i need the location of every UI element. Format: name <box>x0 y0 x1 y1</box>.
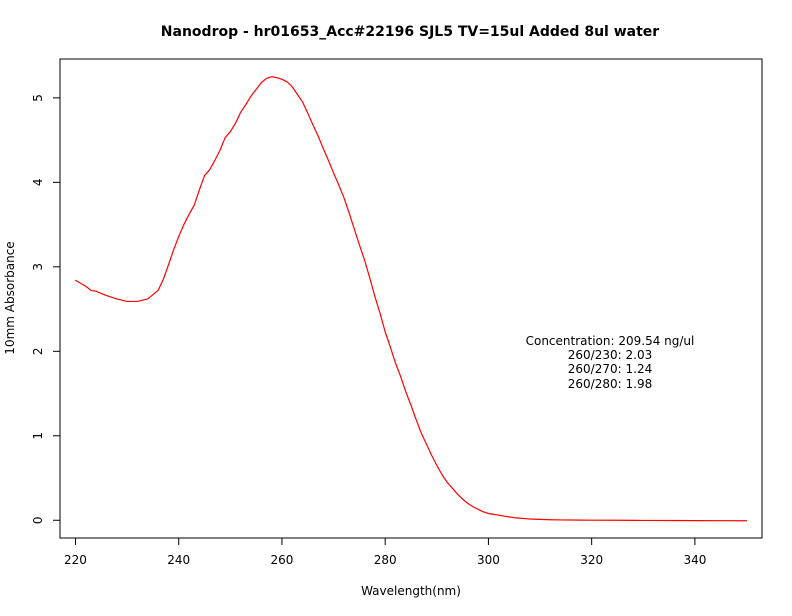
y-axis-label: 10mm Absorbance <box>3 241 17 354</box>
x-tick-label-280: 280 <box>374 553 397 567</box>
annotation-concentration: Concentration: 209.54 ng/ul <box>526 334 695 348</box>
annotation-260-270: 260/270: 1.24 <box>568 362 652 376</box>
series-line-0 <box>74 76 748 522</box>
y-tick-label-0: 0 <box>31 516 45 524</box>
chart-title: Nanodrop - hr01653_Acc#22196 SJL5 TV=15u… <box>161 24 659 40</box>
plot-frame <box>59 58 763 539</box>
annotation-260-280: 260/280: 1.98 <box>568 377 652 391</box>
x-tick-label-220: 220 <box>64 553 87 567</box>
x-tick-label-260: 260 <box>271 553 294 567</box>
x-tick-label-240: 240 <box>167 553 190 567</box>
y-tick-label-2: 2 <box>31 347 45 355</box>
y-tick-label-5: 5 <box>31 94 45 102</box>
y-tick-label-3: 3 <box>31 263 45 271</box>
annotation-block: Concentration: 209.54 ng/ul 260/230: 2.0… <box>526 334 695 391</box>
annotation-260-230: 260/230: 2.03 <box>568 348 652 362</box>
x-tick-label-340: 340 <box>683 553 706 567</box>
x-axis-label: Wavelength(nm) <box>361 584 461 598</box>
y-tick-label-1: 1 <box>31 432 45 440</box>
plot-layer <box>74 76 748 522</box>
x-tick-label-300: 300 <box>477 553 500 567</box>
x-tick-label-320: 320 <box>580 553 603 567</box>
y-tick-label-4: 4 <box>31 179 45 187</box>
